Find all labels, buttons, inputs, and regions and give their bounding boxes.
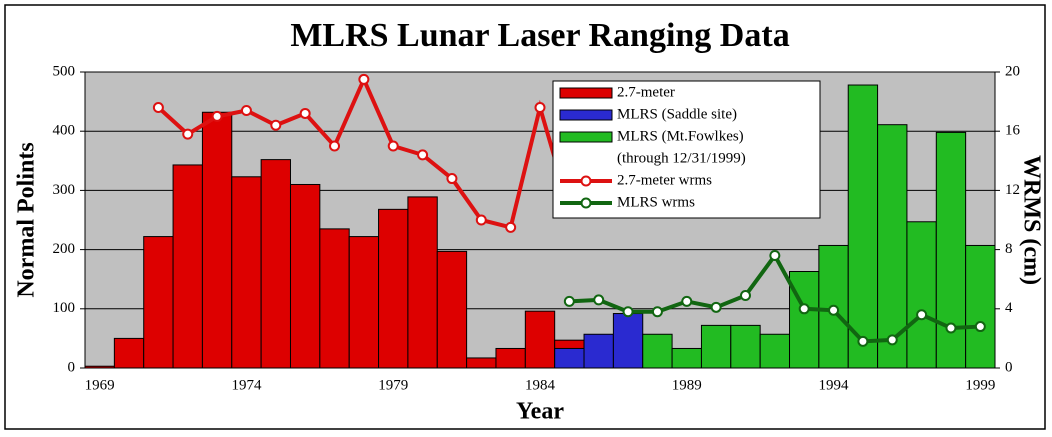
- point: [387, 140, 399, 152]
- bar: [906, 221, 937, 369]
- bar: [524, 310, 556, 369]
- point: [828, 304, 840, 316]
- x-tick-label: 1974: [231, 377, 262, 393]
- point: [681, 295, 693, 307]
- x-tick-label: 1999: [965, 377, 995, 393]
- point: [651, 306, 663, 318]
- point: [593, 294, 605, 306]
- bar: [201, 111, 233, 369]
- y2-tick-label: 0: [1005, 359, 1013, 375]
- point: [211, 110, 223, 122]
- x-axis-label: Year: [516, 399, 564, 425]
- point: [182, 128, 194, 140]
- point: [534, 102, 546, 114]
- point: [299, 107, 311, 119]
- y2-tick-label: 4: [1005, 300, 1013, 316]
- bar: [289, 183, 321, 369]
- legend-marker: [580, 197, 592, 209]
- bar: [378, 208, 409, 369]
- bar: [319, 228, 350, 369]
- y2-axis-label: WRMS (cm): [1018, 155, 1044, 285]
- point: [622, 306, 634, 318]
- y-tick-label: 300: [53, 182, 76, 198]
- x-tick-label: 1979: [378, 377, 408, 393]
- bar: [730, 324, 761, 369]
- bar: [612, 313, 644, 369]
- y-tick-label: 500: [53, 63, 76, 79]
- bar: [583, 333, 614, 369]
- point: [358, 73, 370, 85]
- chart-title: MLRS Lunar Laser Ranging Data: [290, 17, 789, 54]
- bar: [348, 236, 380, 369]
- bar: [642, 333, 673, 369]
- legend-label: MLRS (Saddle site): [617, 106, 737, 122]
- point: [798, 303, 810, 315]
- legend-marker: [580, 175, 592, 187]
- point: [769, 250, 781, 262]
- legend-label: MLRS wrms: [617, 194, 695, 210]
- x-tick-label: 1989: [672, 377, 702, 393]
- bar: [231, 176, 262, 369]
- x-tick-label: 1984: [525, 377, 556, 393]
- point: [417, 149, 429, 161]
- point: [505, 221, 517, 233]
- bar: [495, 347, 526, 369]
- legend-swatch: [559, 109, 613, 121]
- bar: [407, 196, 438, 369]
- point: [857, 335, 869, 347]
- legend-box: [552, 80, 821, 219]
- bar: [172, 164, 203, 369]
- y2-tick-label: 20: [1005, 63, 1020, 79]
- y2-tick-label: 8: [1005, 241, 1013, 257]
- bar: [965, 244, 996, 369]
- legend: 2.7-meter MLRS (Saddle site) MLRS (Mt.Fowl…: [552, 80, 821, 219]
- y-tick-label: 400: [53, 123, 76, 139]
- point: [739, 289, 751, 301]
- legend-label: MLRS (Mt.Fowlkes): [617, 128, 744, 144]
- point: [329, 140, 341, 152]
- y-tick-label: 0: [68, 359, 76, 375]
- x-tick-label: 1969: [85, 377, 115, 393]
- bar: [466, 357, 497, 369]
- y-tick-label: 200: [53, 241, 76, 257]
- legend-label: 2.7-meter wrms: [617, 172, 712, 188]
- legend-note: (through 12/31/1999): [617, 150, 746, 166]
- point: [270, 119, 282, 131]
- legend-swatch: [559, 87, 613, 99]
- bar: [260, 159, 291, 369]
- x-tick-label: 1994: [819, 377, 850, 393]
- y2-tick-label: 12: [1005, 182, 1020, 198]
- bar: [113, 337, 145, 369]
- bar: [671, 347, 702, 369]
- point: [916, 309, 928, 321]
- point: [974, 321, 986, 333]
- point: [563, 295, 575, 307]
- point: [446, 173, 458, 185]
- bar: [789, 271, 820, 369]
- legend-label: 2.7-meter: [617, 84, 675, 100]
- y-axis-label: Normal Polints: [14, 142, 40, 297]
- bar: [700, 324, 732, 369]
- bar: [84, 365, 115, 369]
- bar: [759, 333, 791, 369]
- bar: [436, 250, 468, 369]
- y2-tick-label: 16: [1005, 123, 1021, 139]
- point: [475, 214, 487, 226]
- legend-swatch: [559, 131, 613, 143]
- point: [710, 301, 722, 313]
- point: [886, 334, 898, 346]
- y-tick-label: 100: [53, 300, 76, 316]
- point: [945, 322, 957, 334]
- point: [152, 102, 164, 114]
- bar: [143, 236, 174, 369]
- bar: [847, 84, 879, 369]
- point: [240, 104, 252, 116]
- bar: [554, 347, 585, 369]
